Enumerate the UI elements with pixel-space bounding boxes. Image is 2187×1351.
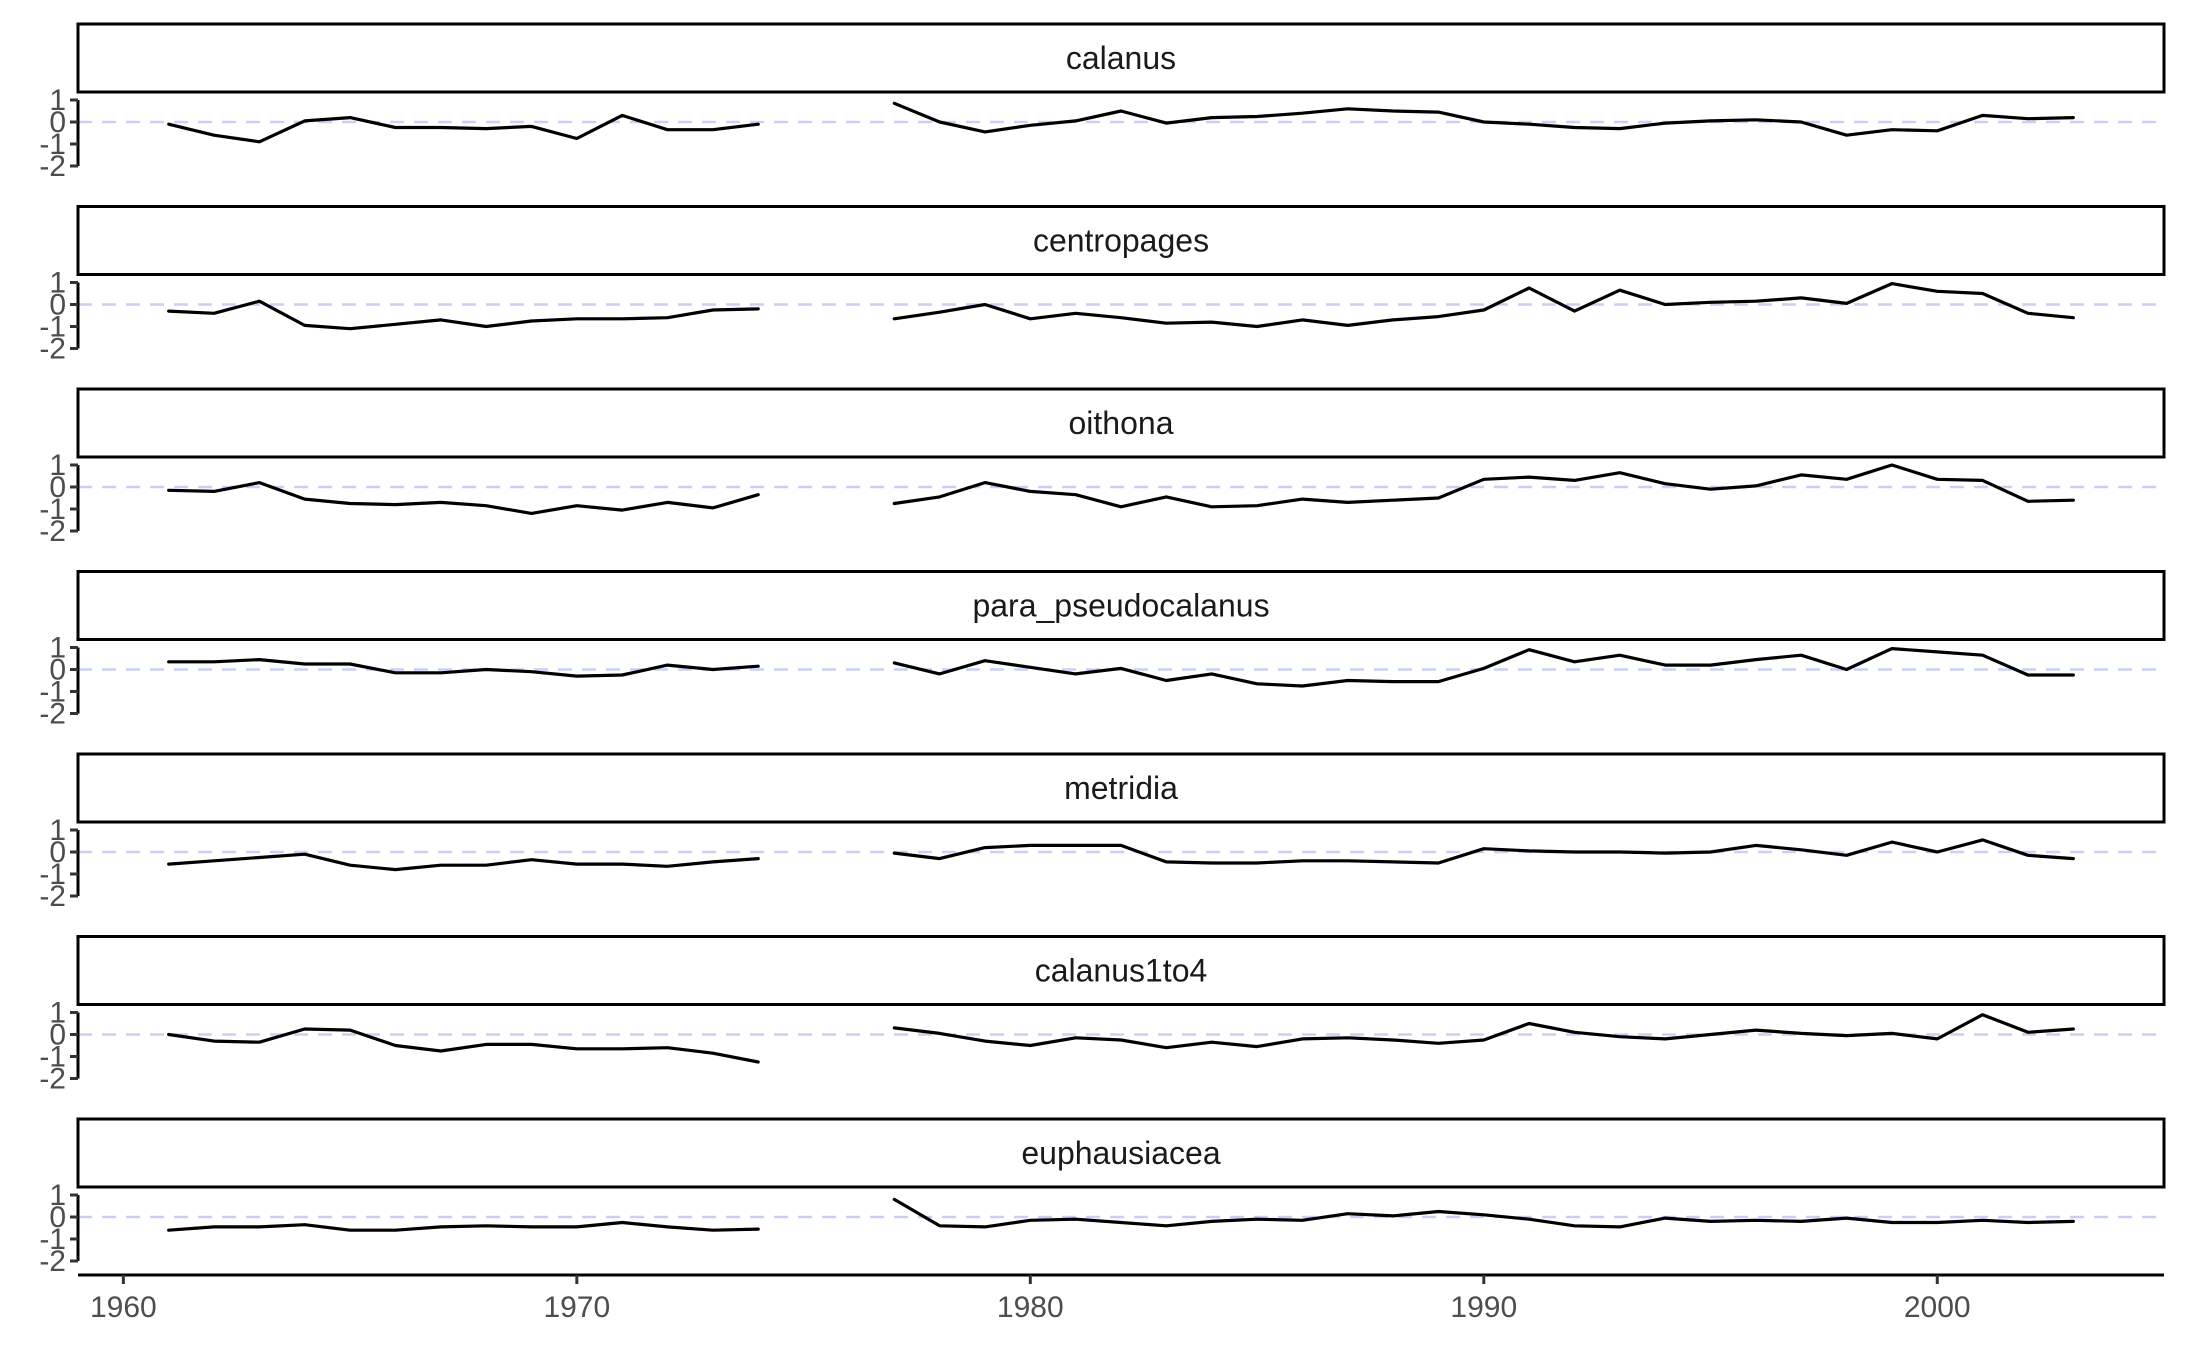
y-tick-label: 1 [49, 449, 66, 482]
strip-label: euphausiacea [1021, 1135, 1220, 1171]
strip-calanus1to4 [76, 935, 2166, 1006]
y-tick-label: -2 [39, 150, 66, 183]
panel-euphausiacea: euphausiacea -2-101 [39, 1117, 2166, 1278]
strip-oithona [76, 387, 2166, 459]
x-tick-label: 1960 [90, 1291, 157, 1324]
x-tick-label: 1990 [1450, 1291, 1517, 1324]
series-line-oithona-segment-1 [167, 481, 760, 516]
y-tick-label: -1 [39, 858, 66, 891]
strip-metridia [76, 752, 2166, 824]
series-line-para_pseudocalanus-segment-1 [167, 657, 760, 678]
strip-label: calanus [1066, 40, 1176, 76]
y-tick-label: -2 [39, 1063, 66, 1096]
y-tick-label: 1 [49, 267, 66, 300]
y-tick-label: -1 [39, 676, 66, 709]
panel-calanus: calanus -2-101 [39, 22, 2166, 183]
y-tick-label: 0 [49, 836, 66, 869]
strip-centropages [76, 205, 2166, 276]
panel-calanus1to4: calanus1to4 -2-101 [39, 935, 2166, 1096]
y-tick-label: -2 [39, 515, 66, 548]
y-tick-label: -1 [39, 1041, 66, 1074]
y-tick-label: 0 [49, 289, 66, 322]
strip-label: metridia [1064, 770, 1178, 806]
strip-label: para_pseudocalanus [972, 588, 1269, 624]
panel-para_pseudocalanus: para_pseudocalanus -2-101 [39, 570, 2166, 731]
series-line-metridia-segment-2 [892, 838, 2075, 865]
y-tick-label: -2 [39, 880, 66, 913]
strip-euphausiacea [76, 1117, 2166, 1189]
y-tick-label: 0 [49, 1201, 66, 1234]
series-line-calanus-segment-2 [892, 101, 2075, 137]
series-line-calanus1to4-segment-1 [167, 1027, 760, 1064]
strip-label: calanus1to4 [1035, 953, 1208, 989]
y-tick-label: 1 [49, 1179, 66, 1212]
strip-label: centropages [1033, 223, 1209, 259]
y-tick-label: 1 [49, 632, 66, 665]
series-line-oithona-segment-2 [892, 463, 2075, 509]
x-tick-label: 2000 [1904, 1291, 1971, 1324]
series-line-centropages-segment-1 [167, 299, 760, 331]
y-tick-label: -2 [39, 333, 66, 366]
y-tick-label: -1 [39, 311, 66, 344]
panel-centropages: centropages -2-101 [39, 205, 2166, 366]
y-tick-label: 1 [49, 814, 66, 847]
strip-para_pseudocalanus [76, 570, 2166, 641]
strip-calanus [76, 22, 2166, 94]
series-line-centropages-segment-2 [892, 282, 2075, 329]
y-tick-label: 0 [49, 471, 66, 504]
panel-metridia: metridia -2-101 [39, 752, 2166, 913]
series-line-euphausiacea-segment-2 [892, 1197, 2075, 1229]
y-tick-label: 1 [49, 84, 66, 117]
x-tick-label: 1970 [543, 1291, 610, 1324]
y-tick-label: -1 [39, 128, 66, 161]
series-line-calanus-segment-1 [167, 113, 760, 144]
x-axis: 1960 1970 1980 1990 2000 [78, 1273, 2164, 1324]
series-line-euphausiacea-segment-1 [167, 1220, 760, 1232]
series-line-calanus1to4-segment-2 [892, 1013, 2075, 1050]
series-line-para_pseudocalanus-segment-2 [892, 646, 2075, 688]
series-line-metridia-segment-1 [167, 852, 760, 872]
y-tick-label: -1 [39, 1223, 66, 1256]
y-tick-label: -1 [39, 493, 66, 526]
y-tick-label: -2 [39, 1245, 66, 1278]
y-tick-label: 0 [49, 1019, 66, 1052]
strip-label: oithona [1069, 405, 1174, 441]
y-tick-label: 0 [49, 106, 66, 139]
y-tick-label: -2 [39, 698, 66, 731]
x-tick-label: 1980 [997, 1291, 1064, 1324]
y-tick-label: 1 [49, 997, 66, 1030]
panel-oithona: oithona -2-101 [39, 387, 2166, 548]
y-tick-label: 0 [49, 654, 66, 687]
